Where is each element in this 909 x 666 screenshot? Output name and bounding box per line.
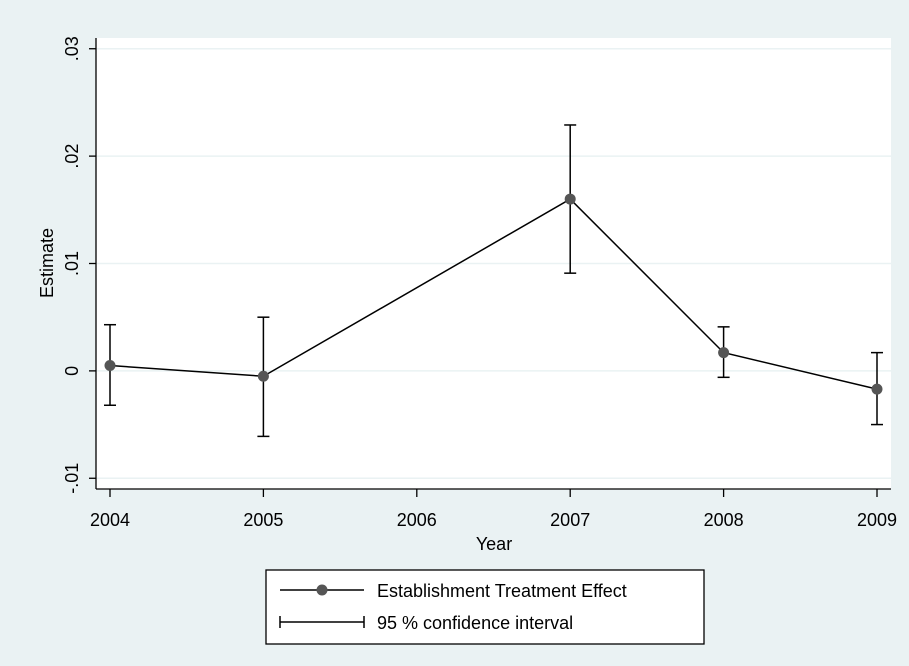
y-axis-ticks: -.01 0 .01 .02 .03 [62, 36, 96, 494]
data-point [104, 360, 116, 372]
legend-marker-icon [316, 584, 328, 596]
legend-ci-label: 95 % confidence interval [377, 613, 573, 633]
x-tick-label: 2005 [243, 510, 283, 530]
y-axis-label: Estimate [37, 228, 57, 298]
data-points [104, 193, 883, 395]
x-tick-label: 2006 [397, 510, 437, 530]
x-tick-label: 2009 [857, 510, 897, 530]
x-axis-label: Year [476, 534, 512, 554]
y-tick-label: .02 [62, 144, 82, 169]
y-tick-label: 0 [62, 366, 82, 376]
x-tick-label: 2004 [90, 510, 130, 530]
data-point [564, 193, 576, 205]
data-point [718, 347, 730, 359]
gridlines [96, 47, 891, 480]
legend: Establishment Treatment Effect 95 % conf… [265, 569, 705, 645]
data-point [257, 370, 269, 382]
y-tick-label: .01 [62, 251, 82, 276]
y-tick-label: -.01 [62, 463, 82, 494]
y-tick-label: .03 [62, 36, 82, 61]
legend-box [265, 569, 705, 645]
data-point [871, 383, 883, 395]
x-tick-label: 2007 [550, 510, 590, 530]
legend-estimate-label: Establishment Treatment Effect [377, 581, 627, 601]
x-axis-ticks: 2004 2005 2006 2007 2008 2009 [90, 489, 897, 530]
x-tick-label: 2008 [704, 510, 744, 530]
